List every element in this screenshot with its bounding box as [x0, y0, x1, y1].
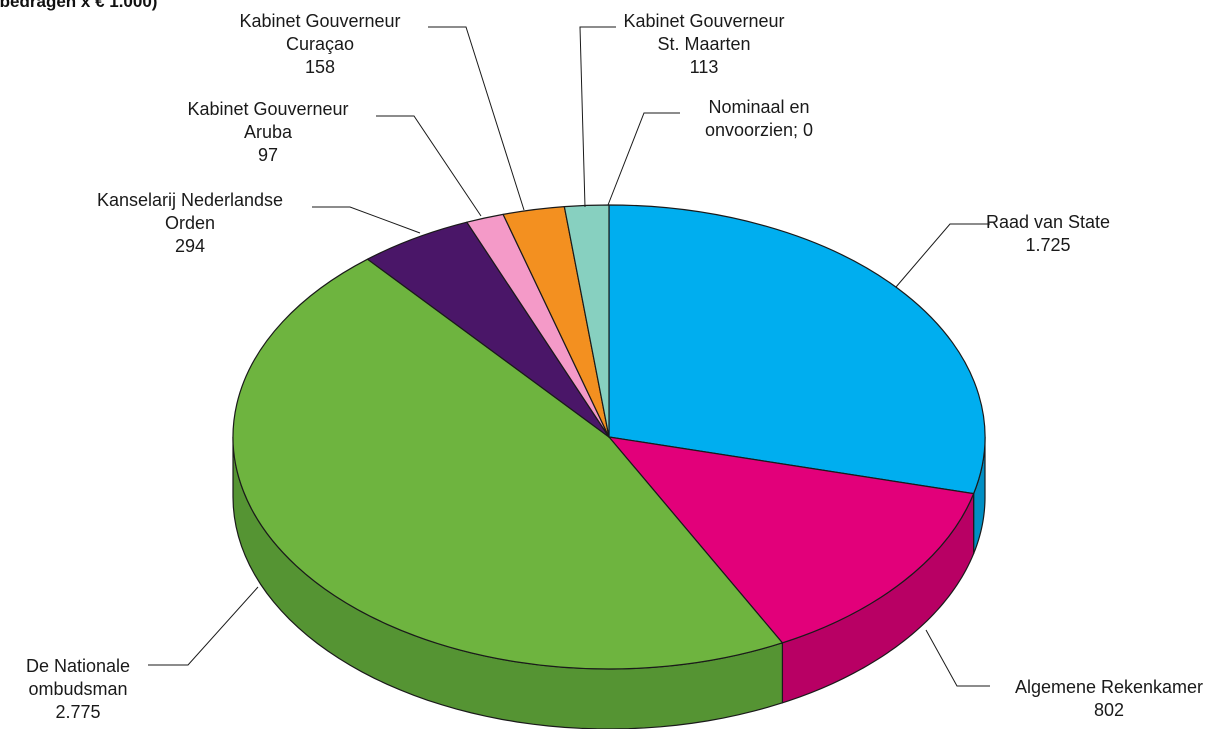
- slice-name-label: Kabinet Gouverneur: [623, 11, 784, 31]
- leader-line-kabinet-gouverneur-aruba: [376, 115, 482, 217]
- slice-value-label: 1.725: [1025, 235, 1070, 255]
- slice-value-label: 158: [305, 57, 335, 77]
- slice-name-label: Aruba: [244, 122, 293, 142]
- pie-slice-kabinet-gouverneur-st-maarten: [563, 204, 610, 438]
- slice-name-label: Curaçao: [286, 34, 354, 54]
- slice-value-label: 294: [175, 236, 205, 256]
- leader-line-kabinet-gouverneur-st-maarten: [579, 26, 616, 208]
- leader-line-raad-van-state: [895, 223, 990, 288]
- slice-name-label: Raad van State: [986, 212, 1110, 232]
- slice-name-label: Kabinet Gouverneur: [187, 99, 348, 119]
- slice-value-label: 2.775: [55, 702, 100, 722]
- slice-label-kabinet-gouverneur-aruba: Kabinet Gouverneur Aruba 97: [187, 99, 348, 165]
- slice-value-label: 802: [1094, 700, 1124, 720]
- pie-slice-raad-van-state: [608, 204, 986, 495]
- slice-label-algemene-rekenkamer: Algemene Rekenkamer 802: [1015, 677, 1203, 720]
- leader-line-kabinet-gouverneur-curacao: [428, 26, 525, 211]
- slice-name-label: De Nationale: [26, 656, 130, 676]
- pie-top: [232, 204, 986, 670]
- leader-line-nominaal-en-onvoorzien: [607, 112, 680, 206]
- chart-title: (bedragen x € 1.000): [0, 0, 158, 11]
- leader-line-kanselarij-nederlandse-orden: [312, 206, 421, 234]
- slice-label-kabinet-gouverneur-curacao: Kabinet Gouverneur Curaçao 158: [239, 11, 400, 77]
- slice-name-label: Kabinet Gouverneur: [239, 11, 400, 31]
- slice-value-label: 97: [258, 145, 278, 165]
- slice-name-label: Orden: [165, 213, 215, 233]
- slice-label-nominaal-en-onvoorzien: Nominaal en onvoorzien; 0: [705, 97, 813, 140]
- slice-value-label: 113: [690, 57, 719, 77]
- slice-name-label: ombudsman: [28, 679, 127, 699]
- leader-line-algemene-rekenkamer: [925, 629, 990, 687]
- slice-name-label: Kanselarij Nederlandse: [97, 190, 283, 210]
- pie-labels: Raad van State 1.725 Algemene Rekenkamer 80…: [26, 11, 1203, 722]
- slice-label-kanselarij-nederlandse-orden: Kanselarij Nederlandse Orden 294: [97, 190, 283, 256]
- slice-label-kabinet-gouverneur-st-maarten: Kabinet Gouverneur St. Maarten 113: [623, 11, 784, 77]
- pie-slice-algemene-rekenkamer: [608, 436, 975, 644]
- slice-name-label: Algemene Rekenkamer: [1015, 677, 1203, 697]
- pie-slice-de-nationale-ombudsman: [232, 258, 784, 670]
- slice-name-label: St. Maarten: [657, 34, 750, 54]
- slice-label-de-nationale-ombudsman: De Nationale ombudsman 2.775: [26, 656, 130, 722]
- slice-name-label: onvoorzien; 0: [705, 120, 813, 140]
- slice-label-raad-van-state: Raad van State 1.725: [986, 212, 1110, 255]
- slice-name-label: Nominaal en: [708, 97, 809, 117]
- leader-line-de-nationale-ombudsman: [148, 586, 259, 666]
